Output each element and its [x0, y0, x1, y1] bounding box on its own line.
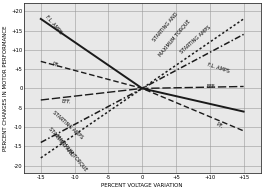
Text: EFF.: EFF. [206, 84, 216, 89]
X-axis label: PERCENT VOLTAGE VARIATION: PERCENT VOLTAGE VARIATION [101, 183, 183, 188]
Text: STARTING AND: STARTING AND [48, 126, 75, 157]
Text: MAXIMUM TORQUE: MAXIMUM TORQUE [54, 133, 88, 172]
Text: EFF.: EFF. [61, 99, 71, 105]
Text: STARTING AMPS: STARTING AMPS [180, 25, 212, 55]
Text: MAXIMUM TORQUE: MAXIMUM TORQUE [157, 18, 191, 57]
Text: F.L. AMPS: F.L. AMPS [206, 62, 230, 74]
Text: STARTING AND: STARTING AND [152, 11, 180, 42]
Text: P.F.: P.F. [215, 121, 224, 129]
Text: F.L. AMPS: F.L. AMPS [44, 14, 63, 35]
Y-axis label: PERCENT CHANGES IN MOTOR PERFORMANCE: PERCENT CHANGES IN MOTOR PERFORMANCE [3, 26, 8, 151]
Text: STARTING AMPS: STARTING AMPS [51, 110, 83, 140]
Text: P.F.: P.F. [51, 61, 59, 68]
